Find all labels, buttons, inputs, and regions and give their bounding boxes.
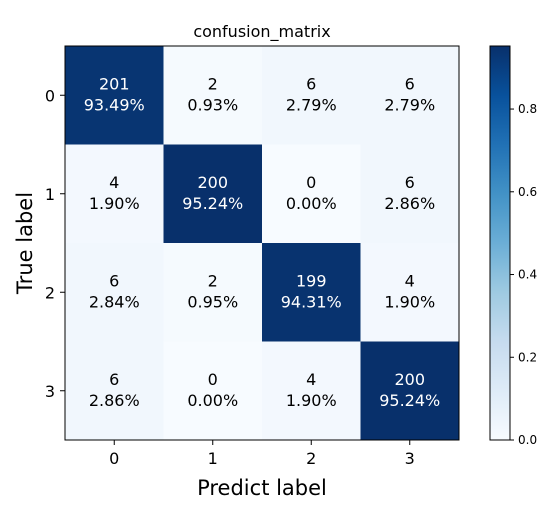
x-tick-label: 3 bbox=[405, 449, 415, 468]
cell-percent-label: 95.24% bbox=[182, 194, 243, 213]
y-tick-label: 3 bbox=[45, 382, 55, 401]
cell-percent-label: 0.95% bbox=[187, 292, 238, 311]
heatmap-cell bbox=[65, 46, 164, 145]
heatmap-cell bbox=[262, 341, 361, 441]
cell-count-label: 4 bbox=[306, 370, 316, 389]
cell-percent-label: 2.86% bbox=[89, 391, 140, 410]
heatmap-cell bbox=[163, 341, 263, 441]
cell-percent-label: 94.31% bbox=[281, 292, 342, 311]
heatmap-cell bbox=[360, 243, 460, 342]
cell-count-label: 201 bbox=[99, 74, 130, 93]
cell-percent-label: 2.79% bbox=[286, 95, 337, 114]
cell-count-label: 2 bbox=[208, 271, 218, 290]
cell-count-label: 2 bbox=[208, 74, 218, 93]
cell-percent-label: 0.00% bbox=[187, 391, 238, 410]
cell-labels: 20193.49%20.93%62.79%62.79%41.90%20095.2… bbox=[84, 74, 441, 410]
cell-count-label: 6 bbox=[109, 271, 119, 290]
heatmap-cell bbox=[262, 144, 361, 244]
colorbar-tick-label: 0.2 bbox=[518, 350, 537, 364]
cell-percent-label: 1.90% bbox=[286, 391, 337, 410]
cell-count-label: 4 bbox=[405, 271, 415, 290]
y-axis-label: True label bbox=[13, 192, 37, 295]
heatmap-cells bbox=[65, 46, 460, 441]
heatmap-cell bbox=[360, 144, 460, 244]
heatmap-cell bbox=[360, 46, 460, 145]
cell-count-label: 0 bbox=[306, 173, 316, 192]
colorbar-tick-label: 0.6 bbox=[518, 185, 537, 199]
heatmap-cell bbox=[65, 243, 164, 342]
heatmap-cell bbox=[65, 144, 164, 244]
heatmap-cell bbox=[163, 144, 263, 244]
cell-count-label: 6 bbox=[405, 74, 415, 93]
colorbar bbox=[489, 45, 511, 441]
cell-percent-label: 0.00% bbox=[286, 194, 337, 213]
cell-percent-label: 95.24% bbox=[379, 391, 440, 410]
cell-count-label: 6 bbox=[109, 370, 119, 389]
colorbar-tick-label: 0.4 bbox=[518, 268, 537, 282]
cell-percent-label: 93.49% bbox=[84, 95, 145, 114]
cell-count-label: 4 bbox=[109, 173, 119, 192]
cell-count-label: 199 bbox=[296, 271, 327, 290]
cell-percent-label: 0.93% bbox=[187, 95, 238, 114]
y-tick-label: 2 bbox=[45, 283, 55, 302]
cell-percent-label: 2.79% bbox=[384, 95, 435, 114]
cell-count-label: 200 bbox=[394, 370, 425, 389]
x-axis: 0 1 2 3 bbox=[109, 440, 415, 468]
cell-count-label: 6 bbox=[405, 173, 415, 192]
cell-percent-label: 1.90% bbox=[89, 194, 140, 213]
heatmap-cell bbox=[65, 341, 164, 441]
x-tick-label: 2 bbox=[306, 449, 316, 468]
cell-percent-label: 1.90% bbox=[384, 292, 435, 311]
cell-percent-label: 2.86% bbox=[384, 194, 435, 213]
cell-count-label: 6 bbox=[306, 74, 316, 93]
heatmap-cell bbox=[163, 243, 263, 342]
heatmap-cell bbox=[360, 341, 460, 441]
x-axis-label: Predict label bbox=[197, 476, 327, 500]
y-axis: 0 1 2 3 bbox=[45, 86, 65, 401]
cell-count-label: 200 bbox=[197, 173, 228, 192]
plot-frame bbox=[64, 45, 460, 441]
y-tick-label: 1 bbox=[45, 185, 55, 204]
heatmap-cell bbox=[163, 46, 263, 145]
heatmap-cell bbox=[262, 46, 361, 145]
heatmap-cell bbox=[262, 243, 361, 342]
colorbar-tick-label: 0.0 bbox=[518, 433, 537, 447]
y-tick-label: 0 bbox=[45, 86, 55, 105]
cell-count-label: 0 bbox=[208, 370, 218, 389]
chart-title: confusion_matrix bbox=[193, 22, 330, 42]
colorbar-ticks: 0.0 0.2 0.4 0.6 0.8 bbox=[510, 102, 537, 447]
cell-percent-label: 2.84% bbox=[89, 292, 140, 311]
x-tick-label: 0 bbox=[109, 449, 119, 468]
x-tick-label: 1 bbox=[208, 449, 218, 468]
colorbar-tick-label: 0.8 bbox=[518, 102, 537, 116]
